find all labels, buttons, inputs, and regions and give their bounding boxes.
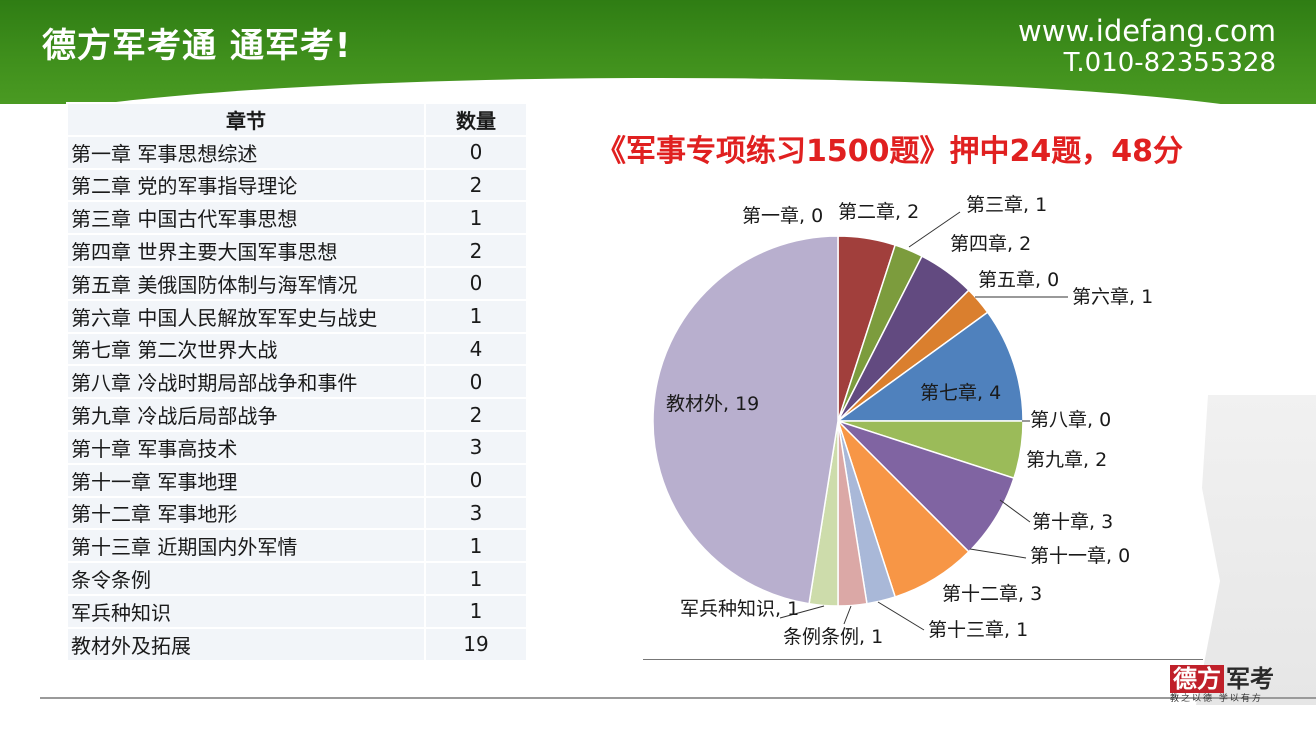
- site-phone: T.010-82355328: [1063, 48, 1276, 78]
- count-cell: 1: [424, 593, 528, 629]
- chapter-cell: 第九章 冷战后局部战争: [66, 397, 426, 432]
- data-label-1: 第二章, 2: [838, 201, 919, 223]
- count-cell: 3: [424, 429, 528, 465]
- chapter-cell: 第二章 党的军事指导理论: [66, 167, 426, 203]
- logo-part-red: 德方: [1170, 665, 1224, 693]
- count-cell: 4: [424, 331, 528, 367]
- data-label-10: 第十一章, 0: [1030, 545, 1130, 567]
- leader-line-12: [877, 601, 925, 631]
- count-cell: 0: [424, 462, 528, 498]
- table-row: 第三章 中国古代军事思想 1: [66, 200, 528, 236]
- table-row: 第十三章 近期国内外军情 1: [66, 528, 528, 564]
- chart-baseline: [643, 659, 1203, 660]
- table-row: 第六章 中国人民解放军军史与战史 1: [66, 298, 528, 334]
- count-cell: 1: [424, 298, 528, 334]
- chapter-cell: 第四章 世界主要大国军事思想: [66, 233, 426, 268]
- table-row: 第九章 冷战后局部战争 2: [66, 397, 528, 432]
- count-cell: 1: [424, 561, 528, 596]
- count-cell: 0: [424, 265, 528, 301]
- data-label-3: 第四章, 2: [950, 233, 1031, 255]
- site-url: www.idefang.com: [1018, 14, 1276, 48]
- count-cell: 0: [424, 134, 528, 170]
- chapter-cell: 第十二章 军事地形: [66, 495, 426, 531]
- logo-tagline: 教之以德 学以有方: [1170, 694, 1263, 704]
- data-label-11: 第十二章, 3: [942, 583, 1042, 605]
- table-row: 第十章 军事高技术 3: [66, 429, 528, 465]
- brand-logo: 德方 军考 教之以德 学以有方: [1170, 659, 1300, 705]
- table-row: 第一章 军事思想综述 0: [66, 134, 528, 170]
- table-row: 条令条例 1: [66, 561, 528, 596]
- data-label-15: 教材外, 19: [666, 393, 759, 415]
- chapter-cell: 第一章 军事思想综述: [66, 134, 426, 170]
- pie-slice-15: [652, 235, 839, 605]
- table-row: 第四章 世界主要大国军事思想 2: [66, 233, 528, 268]
- leader-line-9: [999, 499, 1031, 523]
- count-cell: 2: [424, 397, 528, 432]
- count-cell: 19: [424, 626, 528, 662]
- chapter-cell: 第十一章 军事地理: [66, 462, 426, 498]
- count-cell: 1: [424, 528, 528, 564]
- chapter-cell: 第八章 冷战时期局部战争和事件: [66, 364, 426, 400]
- table-row: 第二章 党的军事指导理论 2: [66, 167, 528, 203]
- data-label-0: 第一章, 0: [742, 205, 823, 227]
- leader-line-10: [969, 548, 1027, 559]
- data-label-7: 第八章, 0: [1030, 409, 1111, 431]
- count-cell: 2: [424, 233, 528, 268]
- header-count: 数量: [424, 102, 528, 137]
- pie-slice-6: [835, 311, 1024, 422]
- data-label-9: 第十章, 3: [1032, 511, 1113, 533]
- header-chapter: 章节: [66, 102, 426, 137]
- chart-title: 《军事专项练习1500题》押中24题，48分: [596, 134, 1183, 169]
- chapter-table: 章节 数量 第一章 军事思想综述 0 第二章 党的军事指导理论 2 第三章 中国古代军事…: [66, 102, 528, 662]
- data-label-8: 第九章, 2: [1026, 449, 1107, 471]
- data-label-13: 条例条例, 1: [783, 626, 883, 648]
- table-row: 第十一章 军事地理 0: [66, 462, 528, 498]
- leader-line-2: [908, 211, 961, 248]
- data-label-5: 第六章, 1: [1072, 286, 1153, 308]
- chapter-cell: 军兵种知识: [66, 593, 426, 629]
- table-row: 第八章 冷战时期局部战争和事件 0: [66, 364, 528, 400]
- data-label-6: 第七章, 4: [920, 382, 1001, 404]
- count-cell: 3: [424, 495, 528, 531]
- leader-line-13: [843, 605, 852, 625]
- footer-divider: [40, 697, 1316, 699]
- data-label-4: 第五章, 0: [978, 269, 1059, 291]
- brand-title: 德方军考通 通军考!: [42, 26, 352, 66]
- decorative-background-shape: [1196, 395, 1316, 705]
- count-cell: 2: [424, 167, 528, 203]
- chapter-cell: 第七章 第二次世界大战: [66, 331, 426, 367]
- data-label-14: 军兵种知识, 1: [680, 598, 799, 620]
- chapter-cell: 第五章 美俄国防体制与海军情况: [66, 265, 426, 301]
- chapter-cell: 教材外及拓展: [66, 626, 426, 662]
- table-row: 教材外及拓展 19: [66, 626, 528, 662]
- chapter-cell: 第三章 中国古代军事思想: [66, 200, 426, 236]
- chapter-cell: 第十三章 近期国内外军情: [66, 528, 426, 564]
- chapter-cell: 第十章 军事高技术: [66, 429, 426, 465]
- chapter-cell: 第六章 中国人民解放军军史与战史: [66, 298, 426, 334]
- table-row: 第七章 第二次世界大战 4: [66, 331, 528, 367]
- logo-part-dark: 军考: [1226, 665, 1274, 693]
- count-cell: 0: [424, 364, 528, 400]
- leader-line-14: [779, 605, 825, 619]
- data-label-12: 第十三章, 1: [928, 619, 1028, 641]
- table-row: 第十二章 军事地形 3: [66, 495, 528, 531]
- chapter-cell: 条令条例: [66, 561, 426, 596]
- table-row: 军兵种知识 1: [66, 593, 528, 629]
- data-label-2: 第三章, 1: [966, 194, 1047, 216]
- table-header-row: 章节 数量: [66, 102, 528, 137]
- table-row: 第五章 美俄国防体制与海军情况 0: [66, 265, 528, 301]
- count-cell: 1: [424, 200, 528, 236]
